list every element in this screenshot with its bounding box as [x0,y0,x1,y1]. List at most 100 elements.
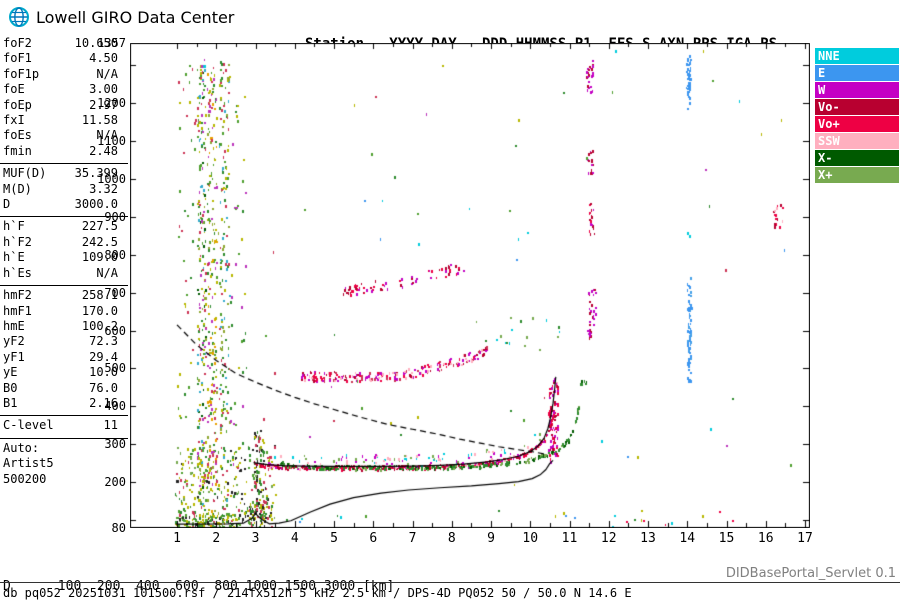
parameter-label: yF1 [3,349,25,364]
legend-item-X-: X- [815,150,899,166]
parameter-label: foF2 [3,36,32,50]
parameter-row: fmin 2.48 [0,144,128,159]
parameter-value: 10.0 [89,365,118,380]
parameter-group: h`F 227.5 h`F2 242.5 h`E 109.0 h`Es N/A [0,217,128,287]
legend-item-X+: X+ [815,167,899,183]
parameter-value: 2.48 [89,143,118,158]
parameter-label: foE [3,82,25,97]
legend-item-NNE: NNE [815,48,899,64]
x-tick-label: 7 [408,531,417,546]
legend-item-W: W [815,82,899,98]
parameter-row: hmE 100.2 [0,319,128,334]
parameter-row: foEp 2.97 [0,98,128,113]
parameter-row: yE 10.0 [0,365,128,380]
parameter-row: 500200 [0,472,128,487]
x-tick-label: 12 [600,531,617,546]
parameter-label: h`E [3,250,25,265]
x-tick-label: 11 [561,531,578,546]
parameter-value: 109.0 [81,250,118,265]
parameter-row: yF1 29.4 [0,350,128,365]
parameter-label: h`F [3,219,25,234]
parameter-row: hmF1 170.0 [0,304,128,319]
servlet-version-label: DIDBasePortal_Servlet 0.1 [725,566,896,581]
direction-legend: NNE E W Vo- Vo+ SSW X- X+ [815,48,899,184]
parameter-row: foF1 4.50 [0,51,128,66]
parameter-label: hmF2 [3,288,32,303]
footer-divider [0,582,900,583]
parameter-row: Auto: [0,441,128,456]
parameter-value: 227.5 [81,219,118,234]
y-tick-label: 500 [104,361,126,376]
parameter-value: 242.5 [81,234,118,249]
parameter-group: hmF2 258.1 hmF1 170.0 hmE 100.2 yF2 72.3 yF1 29.4… [0,286,128,417]
x-tick-label: 6 [369,531,378,546]
parameter-row: foE 3.00 [0,82,128,97]
x-tick-label: 14 [679,531,696,546]
parameter-row: M(D) 3.32 [0,182,128,197]
y-tick-label: 700 [104,285,126,300]
parameter-label: M(D) [3,181,32,196]
parameter-value: 2.97 [89,97,118,112]
parameter-group: Auto: Artist5 500200 [0,439,128,491]
parameter-label: foEs [3,128,32,143]
legend-item-Vo+: Vo+ [815,116,899,132]
parameter-row: yF2 72.3 [0,334,128,349]
parameter-label: h`Es [3,265,32,280]
legend-item-E: E [815,65,899,81]
parameter-value: 76.0 [89,380,118,395]
parameter-row: h`Es N/A [0,266,128,281]
parameter-value: 3.32 [89,181,118,196]
x-tick-label: 17 [797,531,813,546]
y-tick-label: 1000 [97,171,126,186]
parameter-value: 11.58 [81,113,118,128]
legend-item-SSW: SSW [815,133,899,149]
x-tick-label: 10 [522,531,539,546]
parameter-label: foEp [3,97,32,112]
parameter-row: h`E 109.0 [0,250,128,265]
parameter-label: foF1 [3,51,32,66]
parameter-value: 258.1 [81,288,118,303]
parameter-label: yE [3,365,18,380]
parameter-value: 72.3 [89,334,118,349]
parameter-value: 11 [103,418,118,433]
parameter-value: 3.00 [89,82,118,97]
x-tick-label: 13 [640,531,656,546]
x-tick-label: 9 [487,531,495,546]
y-tick-label: 600 [104,323,126,338]
parameter-value: N/A [96,265,118,280]
parameter-value: 100.2 [81,318,118,333]
ionogram-file-info: db pq052 20251031 101500.rsf / 214fx512h… [3,586,632,600]
parameter-value: 29.4 [89,349,118,364]
parameter-label: 500200 [3,471,47,486]
parameter-value: 4.50 [89,51,118,66]
parameter-label: B0 [3,380,18,395]
parameter-value: N/A [96,128,118,143]
parameter-row: C-level 11 [0,418,128,433]
parameter-value: 10.650 [74,36,118,50]
y-tick-label: 800 [104,247,126,262]
parameter-row: foF1p N/A [0,67,128,82]
y-tick-label: 80 [111,521,126,535]
parameter-value: 35.399 [74,166,118,181]
parameter-group: MUF(D) 35.399 M(D) 3.32 D 3000.0 [0,164,128,218]
giro-globe-icon [8,6,30,28]
parameter-label: Auto: [3,440,40,455]
parameter-label: hmF1 [3,303,32,318]
x-tick-label: 16 [757,531,774,546]
x-tick-label: 2 [212,531,221,546]
scaled-parameters-panel: foF2 10.650 foF1 4.50 foF1p N/A foE 3.00 foEp 2.9… [0,34,128,491]
parameter-row: foF2 10.650 [0,36,128,51]
x-tick-label: 15 [718,531,735,546]
parameter-label: D [3,197,11,212]
parameter-row: B1 2.16 [0,396,128,411]
x-tick-label: 4 [290,531,299,546]
parameter-group: C-level 11 [0,416,128,439]
x-tick-label: 3 [251,531,260,546]
y-tick-label: 400 [104,399,126,414]
parameter-label: foF1p [3,66,40,81]
parameter-label: fmin [3,143,32,158]
y-tick-label: 1357 [97,36,126,50]
parameter-value: 170.0 [81,303,118,318]
parameter-row: D 3000.0 [0,197,128,212]
